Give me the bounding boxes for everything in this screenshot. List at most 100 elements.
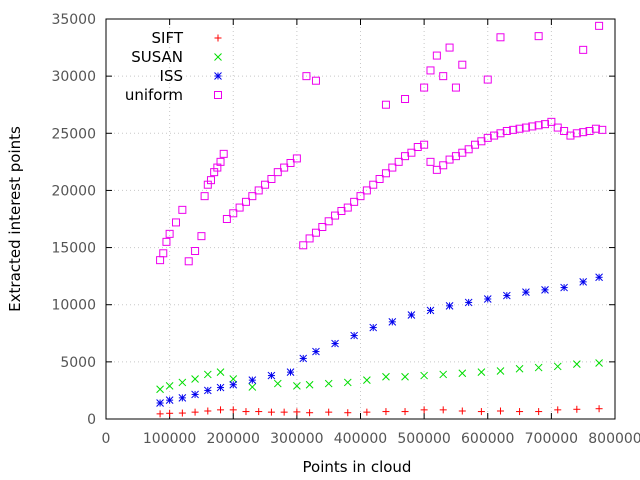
uniform-point [426,66,435,75]
uniform-point [305,234,314,243]
sift-point [178,409,186,417]
uniform-point [235,203,244,212]
y-axis-title: Extracted interest points [6,126,24,312]
sift-point [363,408,371,416]
uniform-point [162,237,171,246]
uniform-point [496,33,505,42]
susan-point [156,385,164,394]
iss-point [165,396,174,404]
uniform-point [572,129,581,138]
sift-point [344,409,352,417]
susan-point [343,378,352,387]
susan-point [595,359,603,367]
uniform-point [579,128,588,137]
iss-point [407,311,416,319]
uniform-point [426,157,435,166]
uniform-point [534,121,543,130]
uniform-point [407,148,416,157]
sift-point [204,407,212,415]
x-tick-label: 200000 [207,431,260,447]
sift-point [280,408,288,416]
series-sift [156,405,603,418]
uniform-point [241,197,250,206]
iss-point [464,298,473,307]
iss-point [229,380,238,389]
iss-point [191,390,199,399]
uniform-point [496,129,505,138]
iss-point [178,394,187,402]
y-tick-label: 15000 [51,241,96,257]
uniform-point [311,228,320,237]
uniform-point [595,21,604,30]
y-tick-label: 30000 [51,69,96,85]
uniform-point [566,131,575,140]
iss-point [203,386,212,395]
uniform-point [585,127,594,135]
sift-point [293,408,301,416]
iss-point [595,273,603,282]
uniform-point [343,203,352,212]
uniform-point [451,83,460,92]
uniform-point [528,122,537,131]
susan-point [420,371,428,380]
iss-point [426,306,435,315]
x-tick-label: 300000 [270,431,323,447]
uniform-point [413,143,422,151]
uniform-point [490,131,499,140]
uniform-point [458,60,467,69]
uniform-point [375,175,384,183]
sift-point [535,408,543,416]
iss-point [299,354,308,363]
uniform-point [483,133,492,142]
uniform-point [591,124,600,133]
legend-marker-iss [214,72,222,80]
uniform-point [439,161,448,170]
uniform-point [299,241,308,250]
sift-point [458,407,466,415]
uniform-point [579,45,588,54]
y-tick-label: 10000 [51,298,96,314]
susan-point [477,368,486,376]
uniform-point [292,154,301,163]
uniform-point [381,169,390,178]
susan-point [382,372,390,381]
susan-point [515,364,524,373]
uniform-point [267,175,276,183]
sift-point [267,408,275,416]
sift-point [595,405,603,413]
iss-point [350,331,358,340]
y-tick-label: 0 [87,412,96,428]
iss-point [267,371,276,380]
uniform-point [356,192,365,201]
susan-point [324,379,333,388]
uniform-point [197,232,206,241]
y-tick-label: 25000 [51,126,96,142]
iss-point [216,383,225,392]
sift-point [573,405,581,413]
series-uniform [156,21,607,266]
iss-point [483,295,492,303]
uniform-point [515,124,524,133]
iss-point [156,399,164,407]
sift-point [420,406,428,414]
uniform-point [219,149,228,158]
susan-point [305,380,314,389]
susan-point [363,376,371,384]
series-iss [156,273,603,407]
uniform-point [445,43,454,52]
y-tick-label: 35000 [51,12,96,28]
uniform-point [286,159,295,167]
uniform-point [350,197,359,206]
sift-point [156,410,164,418]
sift-point [229,406,237,414]
y-tick-label: 20000 [51,183,96,199]
x-tick-label: 700000 [525,431,578,447]
susan-point [165,382,174,390]
sift-point [477,408,485,416]
uniform-point [229,209,238,218]
uniform-point [254,186,263,195]
uniform-point [318,223,327,231]
